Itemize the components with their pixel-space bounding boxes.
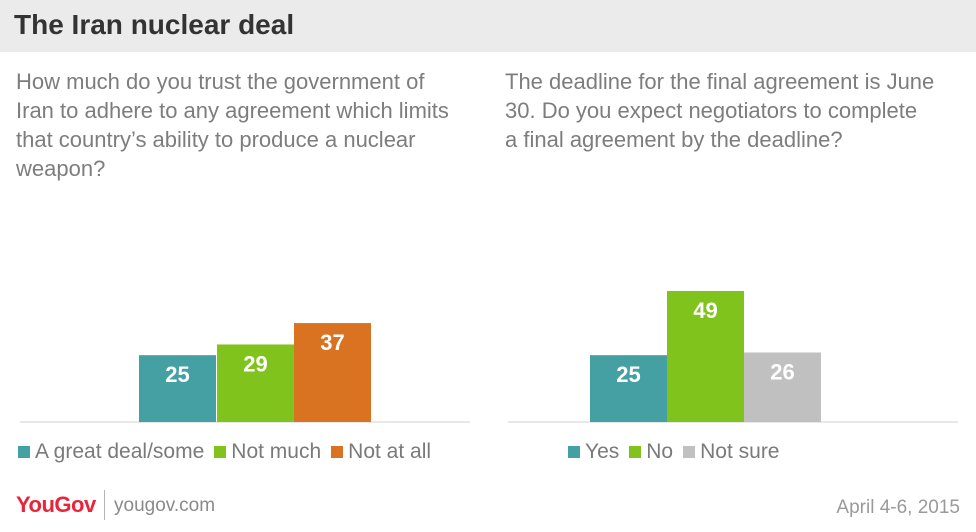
- chart-1-data-label: 29: [243, 351, 267, 376]
- footer-site-link[interactable]: yougov.com: [114, 495, 216, 516]
- footer-date: April 4-6, 2015: [836, 497, 960, 518]
- chart-2-data-label: 25: [616, 362, 640, 387]
- chart-2-data-label: 26: [770, 359, 794, 384]
- chart-1-legend: A great deal/some Not much Not at all: [18, 440, 441, 464]
- chart-2-bar: [590, 355, 667, 422]
- legend-item: No: [629, 440, 673, 464]
- legend-swatch: [331, 446, 344, 458]
- legend-item: Not at all: [331, 440, 431, 464]
- chart-1-bar: [294, 323, 371, 422]
- chart-2-legend: Yes No Not sure: [568, 440, 790, 464]
- legend-label: Not at all: [348, 440, 432, 463]
- legend-label: A great deal/some: [35, 440, 205, 463]
- chart-1-bar: [139, 355, 216, 422]
- chart-2-bar: [744, 352, 821, 422]
- legend-item: Yes: [568, 440, 619, 464]
- legend-label: No: [646, 440, 674, 463]
- legend-item: Not sure: [683, 440, 780, 464]
- legend-swatch: [18, 446, 30, 458]
- footer-divider: [104, 490, 105, 520]
- chart-2-data-label: 49: [693, 298, 717, 323]
- legend-swatch: [683, 446, 696, 458]
- legend-swatch: [568, 446, 580, 458]
- header-bar: The Iran nuclear deal: [0, 0, 976, 52]
- yougov-logo: YouGov: [16, 492, 96, 517]
- page-title: The Iran nuclear deal: [14, 9, 295, 40]
- legend-label: Not sure: [700, 440, 780, 463]
- chart-2-bar: [667, 291, 744, 422]
- legend-swatch: [629, 446, 642, 458]
- legend-item: A great deal/some: [18, 440, 204, 464]
- legend-label: Yes: [585, 440, 620, 463]
- legend-label: Not much: [231, 440, 322, 463]
- chart-1-bar: [217, 344, 294, 422]
- legend-item: Not much: [214, 440, 321, 464]
- chart-1-data-label: 25: [165, 362, 189, 387]
- chart-1-question: How much do you trust the government of …: [16, 69, 449, 181]
- legend-swatch: [214, 446, 227, 458]
- chart-2-question: The deadline for the final agreement is …: [505, 69, 935, 152]
- chart-1-data-label: 37: [320, 330, 344, 355]
